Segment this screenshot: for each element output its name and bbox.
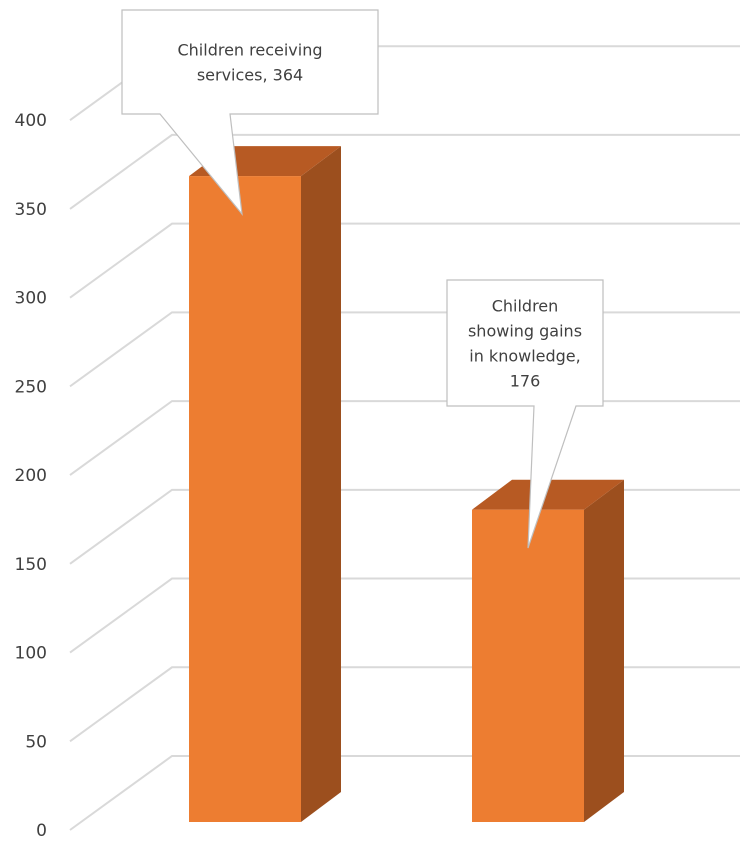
- gridline: [69, 666, 740, 743]
- bar-side: [584, 479, 624, 822]
- bar-side: [301, 146, 341, 822]
- gridline: [69, 222, 740, 299]
- data-label: in knowledge,: [469, 347, 580, 366]
- bar: [472, 509, 584, 822]
- bars: [189, 146, 624, 822]
- y-tick-label: 400: [15, 111, 47, 131]
- gridline: [69, 488, 740, 565]
- data-label: Children receiving: [177, 41, 322, 60]
- bar: [189, 176, 301, 822]
- data-label: 176: [510, 372, 541, 391]
- data-label: Children: [492, 297, 559, 316]
- y-tick-label: 200: [15, 466, 47, 486]
- callout-box: [121, 9, 379, 216]
- y-tick-label: 350: [15, 200, 47, 220]
- gridline: [69, 577, 740, 654]
- y-axis-ticks: 0 50 100 150 200 250 300 350 400: [15, 111, 47, 841]
- data-label: showing gains: [468, 322, 582, 341]
- y-tick-label: 50: [25, 732, 47, 752]
- y-tick-label: 150: [15, 555, 47, 575]
- y-tick-label: 250: [15, 377, 47, 397]
- gridlines: [69, 45, 740, 831]
- data-label-callouts: Children receiving services, 364 Children s…: [121, 9, 604, 549]
- data-label: services, 364: [197, 66, 303, 85]
- y-tick-label: 300: [15, 289, 47, 309]
- gridline: [69, 400, 740, 476]
- gridline: [69, 133, 740, 210]
- gridline: [69, 755, 740, 831]
- y-tick-label: 100: [15, 644, 47, 664]
- callout-box: [446, 279, 604, 549]
- bar-top: [472, 479, 624, 510]
- y-tick-label: 0: [36, 821, 47, 841]
- gridline: [69, 311, 740, 388]
